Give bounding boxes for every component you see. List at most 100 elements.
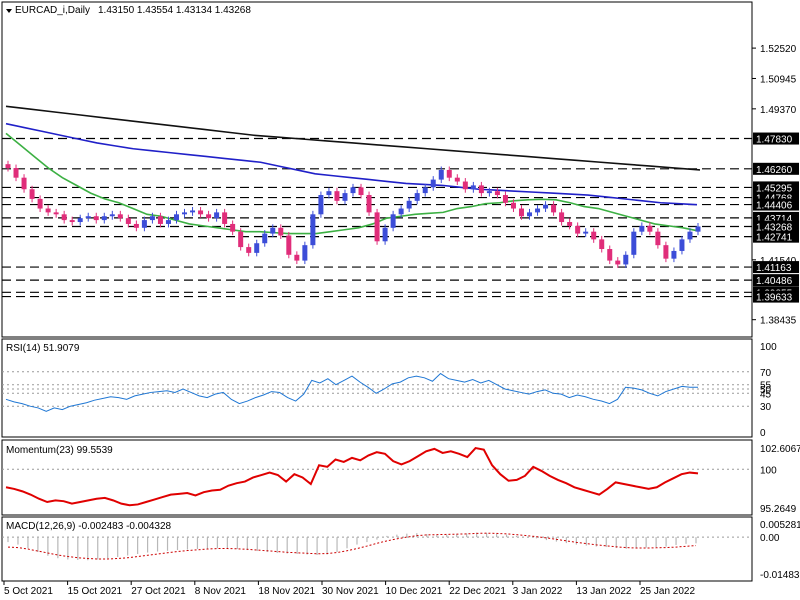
price-tick-label: 1.50945	[760, 74, 797, 85]
candle-body	[478, 185, 484, 194]
rsi-line	[5, 372, 698, 412]
candle-body	[270, 227, 276, 234]
candle-body	[206, 214, 212, 219]
price-tick-label: 1.38435	[760, 316, 797, 327]
candle-body	[61, 214, 67, 221]
level-label: 1.47830	[756, 135, 793, 146]
candle-body	[13, 168, 19, 178]
candle-body	[414, 193, 420, 201]
candle-body	[502, 195, 508, 203]
candle-body	[494, 191, 500, 196]
candle-body	[551, 204, 557, 213]
candle-body	[695, 226, 701, 232]
candle-body	[374, 212, 380, 242]
candle-body	[29, 189, 35, 199]
candle-body	[591, 231, 597, 240]
macd-signal-line	[7, 532, 697, 560]
rsi-tick-label: 70	[760, 368, 772, 379]
candle-body	[157, 216, 163, 224]
momentum-title: Momentum(23) 99.5539	[6, 445, 113, 456]
candle-body	[390, 214, 396, 228]
rsi-tick-label: 100	[760, 342, 777, 353]
candle-body	[655, 231, 661, 246]
level-labels: 1.478301.462601.452951.447681.444061.437…	[753, 132, 799, 304]
level-label: 1.43714	[756, 214, 793, 225]
level-label-box	[753, 132, 799, 145]
level-label: 1.40486	[756, 276, 793, 287]
candle-body	[647, 225, 653, 232]
level-label-box	[753, 261, 799, 274]
macd-series	[7, 532, 697, 561]
level-label-box	[753, 274, 799, 287]
momentum-line	[5, 446, 699, 507]
time-tick-label: 3 Jan 2022	[513, 586, 563, 597]
time-tick-label: 27 Oct 2021	[131, 586, 186, 597]
rsi-title: RSI(14) 51.9079	[6, 343, 80, 354]
collapse-triangle-icon[interactable]	[6, 9, 12, 13]
ohlc-readout: 1.43150 1.43554 1.43134 1.43268	[98, 5, 251, 16]
candle-body	[510, 202, 516, 209]
candle-body	[583, 231, 589, 234]
candle-body	[246, 247, 252, 253]
level-label: 1.46260	[756, 165, 793, 176]
candle-body	[133, 223, 139, 228]
ma-fast-line	[5, 132, 698, 235]
time-tick-label: 5 Oct 2021	[4, 586, 53, 597]
candle-body	[446, 169, 452, 178]
candle-body	[173, 214, 179, 221]
candle-body	[607, 249, 613, 261]
level-label-box	[753, 290, 799, 303]
candle-body	[454, 177, 460, 182]
candle-body	[109, 214, 115, 217]
candle-body	[141, 220, 147, 228]
ma-mid-line	[5, 122, 698, 206]
macd-tick-label: 0.00	[760, 533, 780, 544]
time-axis-labels: 5 Oct 2021 15 Oct 2021 27 Oct 2021 8 Nov 20…	[3, 581, 695, 597]
candle-body	[198, 210, 204, 215]
time-tick-label: 8 Nov 2021	[195, 586, 247, 597]
price-tick-label: 1.52520	[760, 44, 797, 55]
time-tick-label: 30 Nov 2021	[322, 586, 379, 597]
candle-body	[77, 218, 83, 223]
candle-body	[190, 210, 196, 213]
rsi-tick-label: 45	[760, 389, 772, 400]
rsi-panel-frame	[1, 338, 753, 438]
candle-body	[254, 243, 260, 253]
time-tick-label: 25 Jan 2022	[640, 586, 695, 597]
candle-body	[101, 216, 107, 221]
candle-body	[69, 220, 75, 223]
candle-body	[262, 233, 268, 244]
momentum-tick-label: 100	[760, 465, 777, 476]
level-label-box	[753, 230, 799, 243]
candle-body	[615, 260, 621, 265]
time-tick-label: 13 Jan 2022	[576, 586, 631, 597]
rsi-series	[5, 372, 698, 412]
macd-panel-frame	[1, 516, 753, 582]
candle-body	[278, 227, 284, 236]
candle-body	[406, 200, 412, 209]
candle-body	[470, 185, 476, 190]
candle-body	[286, 235, 292, 255]
level-label: 1.39633	[756, 293, 793, 304]
candle-body	[398, 208, 404, 215]
candle-body	[462, 181, 468, 190]
rsi-tick-label: 55	[760, 381, 772, 392]
candle-body	[535, 208, 541, 213]
candle-body	[117, 214, 123, 219]
candle-body	[149, 216, 155, 221]
level-label: 1.43268	[756, 222, 793, 233]
candle-body	[310, 214, 316, 246]
candle-body	[222, 212, 228, 224]
candle-body	[318, 195, 324, 215]
candle-body	[21, 177, 27, 190]
level-label: 1.41163	[756, 263, 792, 274]
candle-body	[559, 212, 565, 223]
macd-tick-label: -0.014837	[760, 570, 800, 581]
candle-body	[366, 195, 372, 213]
ma-slow-line	[5, 105, 701, 171]
rsi-tick-label: 30	[760, 402, 772, 413]
candle-body	[486, 191, 492, 194]
level-label-box	[753, 198, 799, 211]
candle-body	[326, 191, 332, 196]
candle-body	[599, 239, 605, 250]
